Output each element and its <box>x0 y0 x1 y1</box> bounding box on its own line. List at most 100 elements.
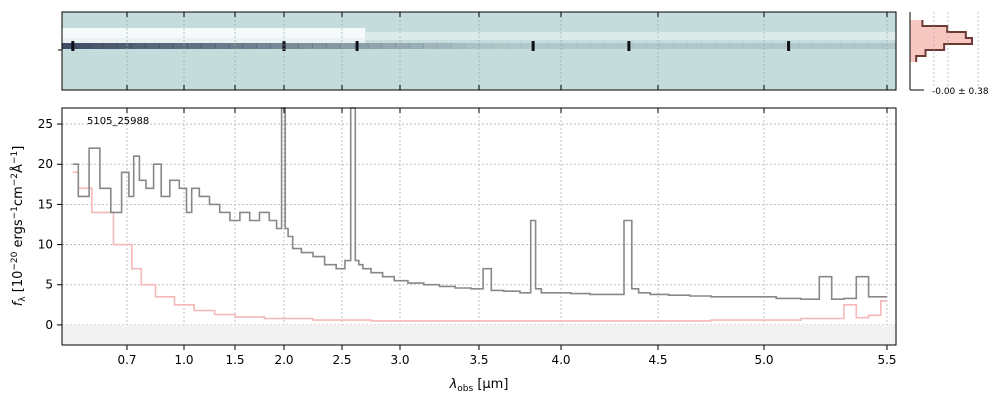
y-tick-label: 0 <box>45 318 53 332</box>
trace-segment <box>701 43 716 49</box>
trace-segment <box>562 43 577 49</box>
zero-band <box>62 324 896 345</box>
trace-segment <box>618 43 633 49</box>
x-tick-label: 1.0 <box>174 353 193 367</box>
trace-segment <box>242 43 258 49</box>
y-tick-label: 20 <box>38 157 53 171</box>
y-tick-label: 25 <box>38 117 53 131</box>
trace-segment <box>201 43 216 49</box>
trace-segment <box>604 43 619 49</box>
trace-segment <box>854 43 869 49</box>
trace-segment <box>75 43 91 49</box>
trace-segment <box>798 43 814 49</box>
x-tick-label: 5.0 <box>754 353 773 367</box>
trace-segment <box>353 43 369 49</box>
spectrum-2d-grid <box>58 12 888 90</box>
trace-segment <box>117 43 132 49</box>
trace-segment <box>423 43 438 49</box>
trace-segment <box>159 43 174 49</box>
trace-feature <box>355 41 359 51</box>
trace-segment <box>548 43 563 49</box>
error-spectrum-line <box>72 171 887 322</box>
flux-spectrum-line <box>72 107 887 300</box>
trace-segment <box>228 43 244 49</box>
trace-segment <box>576 43 591 49</box>
spatial-profile-plot <box>910 12 979 91</box>
trace-segment <box>214 43 230 49</box>
spectrum-2d-panel <box>58 11 897 91</box>
trace-segment <box>868 43 883 49</box>
x-axis-ticks: 0.7 1.0 1.5 2.0 2.5 3.0 3.5 4.0 4.5 5.0 5.5 <box>117 108 897 367</box>
trace-segment <box>673 43 688 49</box>
trace-feature <box>71 41 75 51</box>
bright-band <box>62 28 366 38</box>
spatial-profile-panel: -0.00 ± 0.38 <box>909 12 989 97</box>
series-lines <box>72 107 887 322</box>
x-tick-label: 4.5 <box>648 353 667 367</box>
trace-segment <box>645 43 661 49</box>
bright-band-lower <box>62 38 366 43</box>
trace-segment <box>270 43 285 49</box>
trace-segment <box>367 43 383 49</box>
trace-segment <box>590 43 605 49</box>
trace-segment <box>326 43 341 49</box>
trace-segment <box>312 43 327 49</box>
trace-segment <box>729 43 744 49</box>
trace-segment <box>381 43 397 49</box>
trace-segment <box>840 43 855 49</box>
spectrum-1d-panel: 0.7 1.0 1.5 2.0 2.5 3.0 3.5 4.0 4.5 5.0 5.5 0 5 10 15… <box>10 107 897 394</box>
trace-segment <box>62 43 77 49</box>
spectrum-2d-image <box>62 28 897 51</box>
trace-segment <box>340 43 355 49</box>
trace-segment <box>812 43 827 49</box>
trace-segment <box>534 43 549 49</box>
trace-segment <box>743 43 758 49</box>
x-tick-label: 1.5 <box>225 353 244 367</box>
y-tick-label: 10 <box>38 238 53 252</box>
x-tick-label: 2.5 <box>332 353 351 367</box>
x-tick-label: 2.0 <box>274 353 293 367</box>
trace-segment <box>284 43 299 49</box>
trace-feature <box>531 41 535 51</box>
x-tick-label: 5.5 <box>877 353 896 367</box>
faint-band <box>365 32 896 40</box>
trace-segment <box>770 43 786 49</box>
trace-segment <box>187 43 202 49</box>
y-axis-ticks: 0 5 10 15 20 25 <box>38 117 62 332</box>
x-tick-label: 0.7 <box>117 353 136 367</box>
trace-segment <box>145 43 160 49</box>
trace-segment <box>451 43 466 49</box>
trace-segment <box>395 43 410 49</box>
trace-segment <box>784 43 800 49</box>
spectrum-2d-frame <box>61 11 897 91</box>
trace-segment <box>409 43 424 49</box>
trace-segment <box>131 43 146 49</box>
trace-segment <box>437 43 452 49</box>
trace-segment <box>506 43 522 49</box>
x-tick-label: 4.0 <box>551 353 570 367</box>
y-axis-label: fλ [10−20 ergs−1cm−2Å−1] <box>10 146 28 307</box>
trace-segment <box>687 43 702 49</box>
trace-feature <box>627 41 631 51</box>
trace-segment <box>89 43 105 49</box>
trace-segment <box>465 43 480 49</box>
zero-band-rect <box>62 324 896 345</box>
trace-segment <box>826 43 841 49</box>
trace-segment <box>715 43 730 49</box>
y-tick-label: 15 <box>38 197 53 211</box>
spatial-profile-annotation: -0.00 ± 0.38 <box>932 87 989 97</box>
trace-feature <box>787 41 791 51</box>
x-tick-label: 3.5 <box>469 353 488 367</box>
trace-segment <box>631 43 647 49</box>
trace-segment <box>479 43 494 49</box>
trace-segment <box>492 43 508 49</box>
trace-segment <box>256 43 271 49</box>
trace-segment <box>882 43 897 49</box>
x-tick-label: 3.0 <box>390 353 409 367</box>
trace-segment <box>659 43 675 49</box>
y-tick-label: 5 <box>45 278 53 292</box>
profile-line <box>915 20 973 62</box>
object-label: 5105_25988 <box>87 116 149 127</box>
trace-segment <box>173 43 188 49</box>
